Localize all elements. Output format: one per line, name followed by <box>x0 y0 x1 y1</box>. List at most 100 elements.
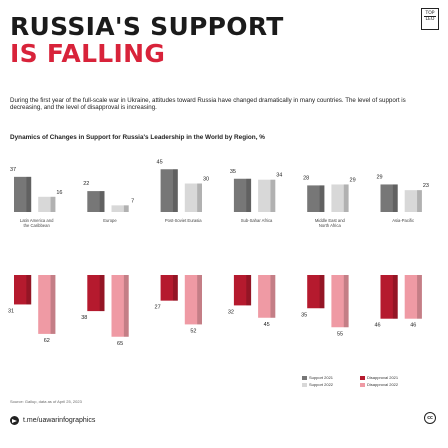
bar-disapproval-2022-1-shade <box>123 275 129 337</box>
bar-disapproval-2022-3-shade <box>270 275 276 318</box>
legend-label-support-2021: Support 2021 <box>309 375 334 380</box>
bar-support-2022-2-shade <box>197 183 202 212</box>
label-support-2021-2: 45 <box>157 159 163 165</box>
bar-disapproval-2022-2 <box>184 275 202 325</box>
label-support-2022-1: 7 <box>131 198 134 204</box>
label-disapproval-2022-5: 46 <box>410 323 416 329</box>
label-support-2021-1: 22 <box>83 181 89 187</box>
bar-disapproval-2021-3-shade <box>246 275 252 306</box>
bar-support-2021-2 <box>160 169 178 212</box>
bar-support-2022-0 <box>38 196 56 212</box>
bar-disapproval-2022-5 <box>404 275 422 319</box>
label-disapproval-2021-4: 35 <box>301 312 307 318</box>
bar-support-2022-4-shade <box>343 184 349 212</box>
label-disapproval-2022-3: 45 <box>264 322 270 328</box>
bar-support-2021-1-shade <box>99 191 105 212</box>
label-disapproval-2022-4: 55 <box>337 331 343 337</box>
bar-disapproval-2021-0-shade <box>26 275 32 305</box>
bar-disapproval-2021-4 <box>307 275 325 309</box>
bar-disapproval-2021-3 <box>233 275 252 306</box>
category-label-0: Latin America and <box>20 218 54 223</box>
bar-disapproval-2022-4-shade <box>343 275 349 328</box>
bar-disapproval-2022-0-shade <box>50 275 56 334</box>
bar-disapproval-2022-3 <box>258 275 276 318</box>
bar-support-2021-1 <box>87 191 105 212</box>
label-support-2022-4: 29 <box>350 177 356 183</box>
legend-swatch-disapproval-2022 <box>360 382 365 387</box>
bar-support-2021-5-shade <box>392 184 398 212</box>
label-support-2021-0: 37 <box>10 167 16 173</box>
telegram-icon <box>10 416 19 425</box>
bar-disapproval-2021-1-shade <box>99 275 105 312</box>
logo-text-bottom: LEO <box>425 17 435 22</box>
category-label-4-line2: North Africa <box>319 223 342 228</box>
legend-item-disapproval-2021: Disapproval 2021 <box>360 375 418 380</box>
intro-paragraph: During the first year of the full-scale … <box>10 97 406 111</box>
label-disapproval-2021-2: 27 <box>155 305 161 311</box>
label-support-2022-5: 23 <box>423 183 429 189</box>
category-label-1: Europe <box>103 218 117 223</box>
bar-support-2021-3 <box>233 178 252 212</box>
label-disapproval-2021-5: 46 <box>374 323 380 329</box>
category-label-3: Sub-Sahar Africa <box>241 218 273 223</box>
top-leo-logo: TOP LEO <box>421 8 439 30</box>
bar-support-2021-0-shade <box>26 176 32 212</box>
legend-swatch-support-2021 <box>302 375 307 380</box>
label-support-2021-5: 29 <box>376 174 382 180</box>
bar-support-2022-3 <box>258 179 276 212</box>
legend-label-disapproval-2021: Disapproval 2021 <box>367 375 399 380</box>
category-label-2: Post-Soviet Eurasia <box>165 218 202 223</box>
source-note: Source: Gallup, data as of April 25, 202… <box>10 399 82 404</box>
legend-item-support-2021: Support 2021 <box>302 375 360 380</box>
bar-support-2022-4 <box>331 184 349 212</box>
bar-disapproval-2021-2 <box>160 275 178 301</box>
bar-support-2021-0 <box>14 176 32 212</box>
bar-disapproval-2022-4 <box>331 275 349 328</box>
bar-disapproval-2021-4-shade <box>319 275 325 309</box>
legend-swatch-support-2022 <box>302 382 307 387</box>
bar-disapproval-2021-5 <box>380 275 398 319</box>
bar-disapproval-2022-2-shade <box>197 275 202 325</box>
telegram-handle[interactable]: t.me/uawarinfographics <box>10 416 95 425</box>
bar-disapproval-2021-5-shade <box>392 275 398 319</box>
category-label-4: Middle East and <box>315 218 346 223</box>
bar-disapproval-2022-5-shade <box>417 275 422 319</box>
label-disapproval-2021-1: 38 <box>81 315 87 321</box>
chart-legend: Support 2021 Disapproval 2021 Support 20… <box>302 375 418 389</box>
legend-item-support-2022: Support 2022 <box>302 382 360 387</box>
label-disapproval-2021-0: 31 <box>8 308 14 314</box>
bar-support-2021-3-shade <box>246 178 252 212</box>
logo-text-top: TOP <box>425 11 435 16</box>
chart-subtitle: Dynamics of Changes in Support for Russi… <box>10 134 265 141</box>
category-label-0-line2: the Caribbean <box>23 223 50 228</box>
bar-disapproval-2021-2-shade <box>172 275 178 301</box>
label-support-2022-0: 16 <box>56 190 62 196</box>
bar-support-2022-5-shade <box>417 190 422 212</box>
label-support-2022-3: 34 <box>276 173 282 179</box>
bar-support-2022-1-shade <box>123 205 129 212</box>
bar-support-2022-0-shade <box>50 196 56 212</box>
chart-title: RUSSIA'S SUPPORT IS FALLING <box>10 14 284 66</box>
telegram-handle-text: t.me/uawarinfographics <box>23 417 96 424</box>
bar-disapproval-2021-0 <box>14 275 32 305</box>
legend-item-disapproval-2022: Disapproval 2022 <box>360 382 418 387</box>
bar-support-2022-2 <box>184 183 202 212</box>
title-line-1: RUSSIA'S SUPPORT <box>10 12 284 41</box>
bar-support-2022-5 <box>404 190 422 212</box>
label-disapproval-2022-2: 52 <box>190 328 196 334</box>
bar-support-2022-1 <box>111 205 129 212</box>
legend-label-disapproval-2022: Disapproval 2022 <box>367 382 399 387</box>
bar-support-2021-4 <box>307 185 325 212</box>
label-disapproval-2022-1: 65 <box>117 341 123 347</box>
bar-support-2022-3-shade <box>270 179 276 212</box>
category-label-5: Asia-Pacific <box>392 218 414 223</box>
bar-disapproval-2021-1 <box>87 275 105 312</box>
legend-swatch-disapproval-2021 <box>360 375 365 380</box>
label-disapproval-2022-0: 62 <box>44 338 50 344</box>
bar-support-2021-4-shade <box>319 185 325 212</box>
label-support-2022-2: 30 <box>203 177 209 183</box>
label-support-2021-4: 28 <box>303 175 309 181</box>
bar-disapproval-2022-0 <box>38 275 56 334</box>
bar-disapproval-2022-1 <box>111 275 129 337</box>
